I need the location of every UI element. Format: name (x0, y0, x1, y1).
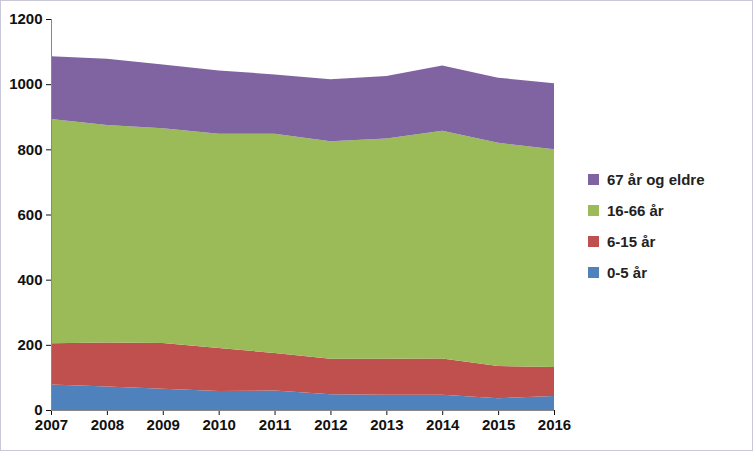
svg-text:2011: 2011 (259, 416, 292, 433)
html-text:67 år og eldre: 67 år og eldre (607, 170, 705, 188)
svg-text:2015: 2015 (482, 416, 515, 433)
svg-text:400: 400 (17, 271, 42, 288)
svg-text:2009: 2009 (147, 416, 180, 433)
html-text:6-15 år: 6-15 år (607, 232, 656, 250)
svg-text:2016: 2016 (538, 416, 571, 433)
svg-text:800: 800 (17, 141, 42, 158)
svg-text:2014: 2014 (426, 416, 460, 433)
svg-text:2007: 2007 (35, 416, 68, 433)
svg-text:2012: 2012 (314, 416, 347, 433)
svg-text:2013: 2013 (370, 416, 403, 433)
svg-text:200: 200 (17, 336, 42, 353)
html-text:0-5 år: 0-5 år (607, 263, 647, 281)
svg-text:600: 600 (17, 206, 42, 223)
svg-text:0: 0 (34, 401, 43, 419)
svg-text:1200: 1200 (9, 10, 42, 27)
svg-text:2010: 2010 (202, 416, 235, 433)
svg-text:1000: 1000 (9, 75, 42, 92)
html-text:16-66 år: 16-66 år (607, 201, 664, 219)
svg-text:2008: 2008 (91, 416, 124, 433)
